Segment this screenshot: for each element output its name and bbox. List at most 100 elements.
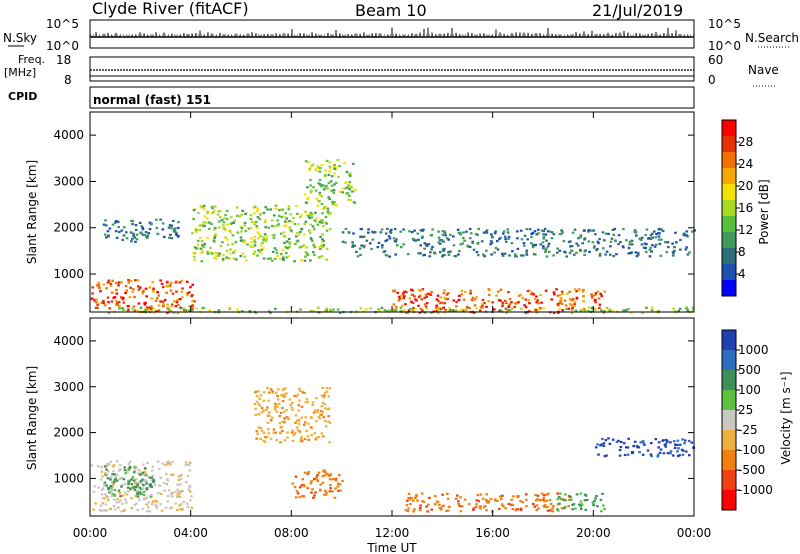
data-cell [602,311,606,314]
data-cell [181,296,184,299]
data-cell [184,461,188,464]
data-cell [311,403,315,407]
data-cell [129,231,133,234]
data-cell [624,309,628,312]
data-cell [311,240,314,243]
data-cell [673,246,676,249]
data-cell [241,252,245,255]
data-cell [224,214,227,217]
data-cell [588,250,591,253]
data-cell [579,507,583,510]
data-cell [410,293,414,296]
data-cell [575,290,578,293]
data-cell [104,493,107,496]
data-cell [565,255,569,258]
data-cell [240,230,243,233]
data-cell [236,214,239,217]
data-cell [535,233,538,236]
data-cell [408,496,412,499]
data-cell [123,482,127,485]
data-cell [316,409,320,412]
data-cell [193,258,196,261]
data-cell [279,208,283,211]
data-cell [168,224,172,227]
data-cell [542,237,546,240]
data-cell [277,402,281,405]
data-cell [115,501,119,504]
data-cell [380,228,384,231]
data-cell [238,215,242,218]
data-cell [135,502,138,505]
data-cell [318,416,321,420]
data-cell [214,205,217,208]
data-cell [516,230,519,233]
data-cell [512,495,515,498]
data-cell [273,214,276,217]
data-cell [304,416,307,419]
data-cell [660,228,663,231]
data-cell [304,220,308,223]
data-cell [232,251,235,254]
data-cell [438,242,442,245]
data-cell [137,469,141,472]
data-cell [542,233,545,236]
data-cell [152,287,155,290]
data-cell [410,496,414,500]
data-cell [169,233,172,236]
data-cell [203,224,207,227]
data-cell [321,219,324,222]
noise-right-label: N.Search [745,31,799,45]
data-cell [130,240,133,243]
data-cell [324,407,327,410]
data-cell [547,242,551,245]
data-cell [117,301,121,304]
data-cell [269,437,273,440]
data-cell [683,439,687,442]
data-cell [384,240,387,243]
data-cell [129,286,132,289]
data-cell [318,191,322,194]
data-cell [120,485,123,488]
data-cell [318,178,322,182]
data-cell [155,310,158,313]
data-cell [109,283,113,286]
data-cell [302,495,306,498]
data-cell [434,495,437,498]
data-cell [654,438,658,441]
data-cell [648,255,652,258]
data-cell [190,506,194,509]
data-cell [132,486,135,489]
data-cell [282,235,286,238]
data-cell [499,299,502,302]
data-cell [324,206,328,209]
data-cell [443,230,446,233]
data-cell [602,247,605,250]
colorbar-segment [722,120,736,137]
data-cell [215,254,218,257]
data-cell [542,236,546,239]
data-cell [122,234,126,237]
data-cell [270,219,274,222]
data-cell [283,417,286,420]
data-cell [112,481,116,484]
data-cell [622,309,625,312]
data-cell [300,439,304,442]
data-cell [327,181,331,185]
data-cell [556,304,560,307]
data-cell [364,308,368,311]
data-cell [135,491,139,494]
data-cell [179,483,182,486]
data-cell [279,432,282,435]
data-cell [322,208,325,211]
data-cell [564,304,568,307]
data-cell [299,389,302,393]
data-cell [255,225,259,228]
data-cell [325,159,329,162]
data-cell [296,429,300,432]
data-cell [560,290,564,293]
data-cell [393,227,397,231]
data-cell [171,460,174,463]
data-cell [114,221,117,224]
data-cell [613,228,617,231]
data-cell [402,243,405,246]
